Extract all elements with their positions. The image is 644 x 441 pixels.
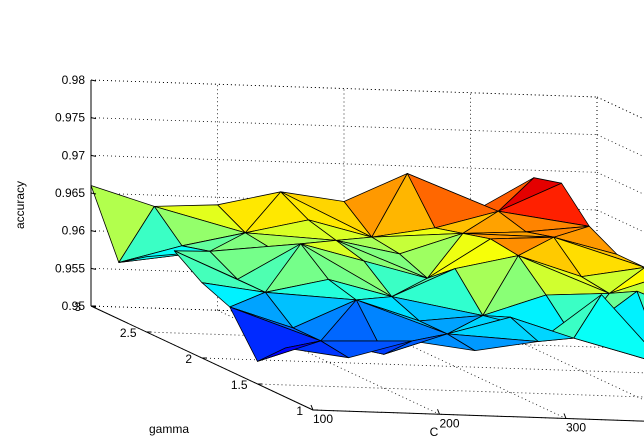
y-tick-label: 3 [74,300,81,314]
z-tick-mark [90,267,97,270]
z-axis-label: accuracy [13,181,27,229]
z-tick-mark [90,192,97,195]
grid-line [90,154,598,173]
y-tick-label: 1 [296,404,303,418]
grid-line [596,209,644,233]
x-tick-mark [310,404,314,411]
surface-facet [581,267,644,294]
grid-line [201,357,644,374]
z-tick-label: 0.95 [62,299,86,313]
x-tick-label: 100 [313,412,333,426]
z-tick-label: 0.965 [55,186,85,200]
grid-line [596,96,644,120]
x-tick-mark [437,409,440,415]
z-tick-mark [90,117,97,120]
box-edge [596,96,644,120]
grid-line [596,134,644,158]
grid-line [312,409,644,422]
z-tick-mark [90,154,97,157]
x-tick-label: 300 [566,421,586,435]
z-tick-mark [90,230,97,233]
surface-facet [257,340,322,362]
axis-line [312,409,644,422]
surface-facet [510,316,575,342]
grid-line [596,171,644,195]
grid-line [90,192,598,211]
grid-line [257,383,644,398]
y-tick-label: 2.5 [120,326,137,340]
box-edge [90,79,598,98]
surface-facet [419,315,484,335]
z-tick-mark [90,79,97,82]
grid-line [90,117,598,136]
grid-line [146,331,644,350]
z-tick-label: 0.98 [62,73,86,87]
surface-layer [90,173,644,362]
y-tick-label: 2 [185,352,192,366]
y-axis-label: gamma [149,422,189,436]
z-tick-label: 0.97 [62,148,86,162]
z-tick-label: 0.96 [62,224,86,238]
z-tick-label: 0.975 [55,111,85,125]
box-edge [90,305,598,324]
x-tick-label: 200 [439,416,459,430]
grid-line [90,267,598,286]
tick-label-layer: 0.95 0.955 0.96 0.965 0.97 0.975 0.98 1 1.5 2 2.5 3… [55,73,586,435]
y-tick-label: 1.5 [231,378,248,392]
x-tick-mark [563,413,567,419]
z-tick-label: 0.955 [55,261,85,275]
x-axis-label: C [430,425,439,439]
surface-facet [573,294,644,359]
surface-facet [446,333,539,352]
